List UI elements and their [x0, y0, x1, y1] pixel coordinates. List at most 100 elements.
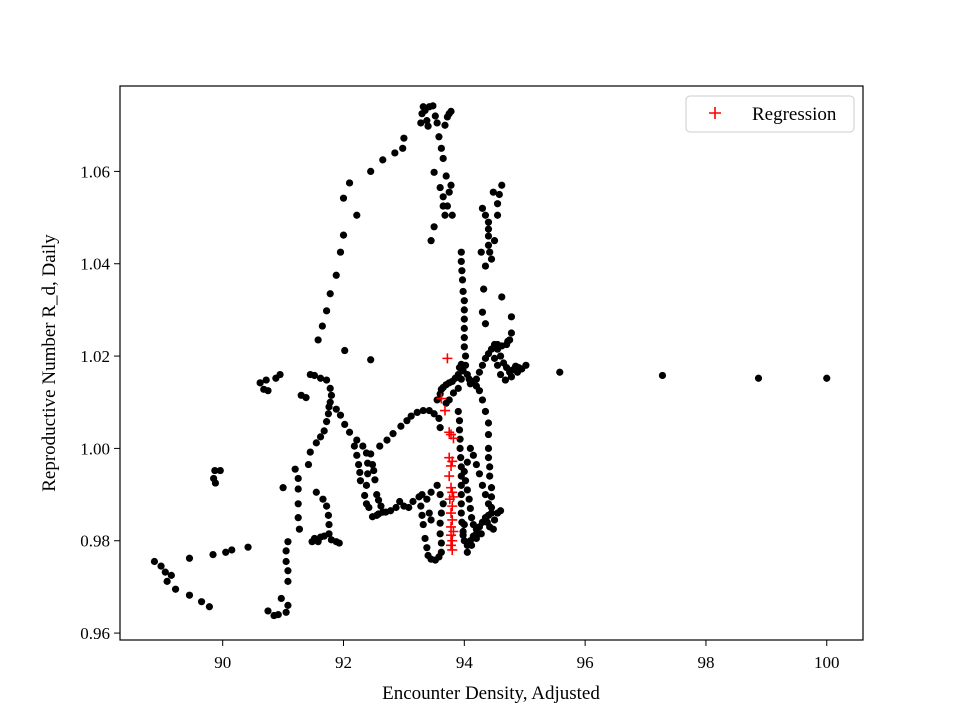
data-point: [431, 112, 439, 120]
data-point: [458, 267, 466, 275]
data-point: [481, 320, 490, 328]
regression-point: [447, 544, 458, 555]
data-point: [355, 460, 363, 469]
data-point: [365, 503, 373, 512]
y-tick-label: 1.04: [80, 255, 110, 274]
data-point: [472, 382, 480, 390]
data-point: [403, 417, 411, 425]
data-point: [374, 496, 383, 504]
data-point: [282, 557, 290, 566]
data-point: [284, 567, 292, 575]
data-point: [472, 375, 480, 383]
data-point: [487, 509, 496, 517]
data-point: [322, 376, 331, 384]
data-point: [312, 488, 320, 496]
data-point: [460, 520, 468, 529]
data-point: [448, 211, 456, 219]
data-point: [397, 422, 405, 430]
data-point: [419, 406, 427, 415]
data-point: [456, 435, 464, 443]
data-point: [484, 241, 493, 249]
data-point: [489, 525, 497, 533]
data-point: [382, 508, 390, 516]
regression-point: [447, 456, 458, 467]
data-point: [441, 121, 449, 129]
data-point: [496, 507, 505, 515]
data-point: [282, 608, 290, 616]
data-point: [460, 467, 468, 476]
data-point: [276, 370, 284, 379]
data-point: [262, 376, 270, 384]
regression-point: [447, 501, 458, 512]
data-point: [332, 271, 340, 279]
data-point: [522, 361, 530, 369]
data-point: [291, 465, 299, 473]
data-point: [556, 368, 564, 376]
data-point: [484, 444, 493, 453]
data-point: [495, 190, 503, 199]
data-point: [400, 134, 408, 142]
x-tick-label: 98: [697, 653, 714, 672]
data-point: [361, 491, 369, 500]
data-point: [463, 548, 471, 556]
data-point: [430, 168, 438, 176]
data-point: [295, 525, 304, 533]
regression-point: [446, 460, 457, 471]
data-point: [163, 577, 171, 585]
data-point: [498, 181, 506, 189]
data-point: [284, 538, 292, 546]
data-point: [377, 502, 385, 510]
data-point: [442, 172, 450, 180]
data-point: [345, 428, 354, 436]
data-point: [427, 237, 435, 245]
regression-point: [447, 514, 458, 525]
data-point: [754, 374, 763, 382]
data-point: [396, 497, 404, 506]
data-point: [423, 117, 431, 125]
data-point: [418, 490, 426, 499]
data-point: [447, 181, 455, 189]
data-point: [185, 591, 194, 599]
data-point: [302, 394, 310, 402]
data-point: [370, 466, 378, 475]
regression-point: [446, 530, 457, 541]
legend-box: [685, 95, 855, 133]
data-point: [356, 477, 365, 485]
data-point: [322, 418, 331, 426]
data-point: [463, 486, 471, 494]
data-point: [472, 534, 480, 543]
data-point: [475, 470, 484, 478]
regression-point: [448, 433, 459, 444]
data-point: [367, 167, 375, 176]
data-point: [332, 405, 340, 413]
data-point: [465, 495, 473, 503]
data-point: [454, 407, 462, 416]
data-point: [379, 156, 387, 164]
data-point: [472, 460, 480, 469]
data-point: [439, 500, 447, 508]
data-point: [484, 225, 493, 233]
data-point: [294, 514, 302, 522]
data-point: [481, 490, 490, 499]
data-point: [326, 290, 334, 298]
data-point: [306, 448, 314, 456]
y-tick-label: 1.06: [80, 162, 110, 181]
data-point: [161, 568, 169, 576]
regression-point: [439, 405, 450, 416]
data-point: [294, 500, 302, 508]
data-point: [435, 414, 443, 422]
data-point: [449, 389, 458, 397]
data-point: [489, 188, 497, 196]
data-point: [324, 511, 333, 519]
data-point: [460, 315, 468, 323]
data-point: [228, 546, 236, 554]
data-point: [477, 530, 485, 538]
data-point: [457, 490, 465, 499]
data-point: [429, 102, 437, 110]
data-point: [478, 204, 487, 212]
regression-point: [442, 353, 453, 364]
data-point: [487, 484, 496, 492]
data-point: [484, 232, 493, 240]
data-point: [490, 354, 499, 362]
data-point: [399, 144, 407, 152]
